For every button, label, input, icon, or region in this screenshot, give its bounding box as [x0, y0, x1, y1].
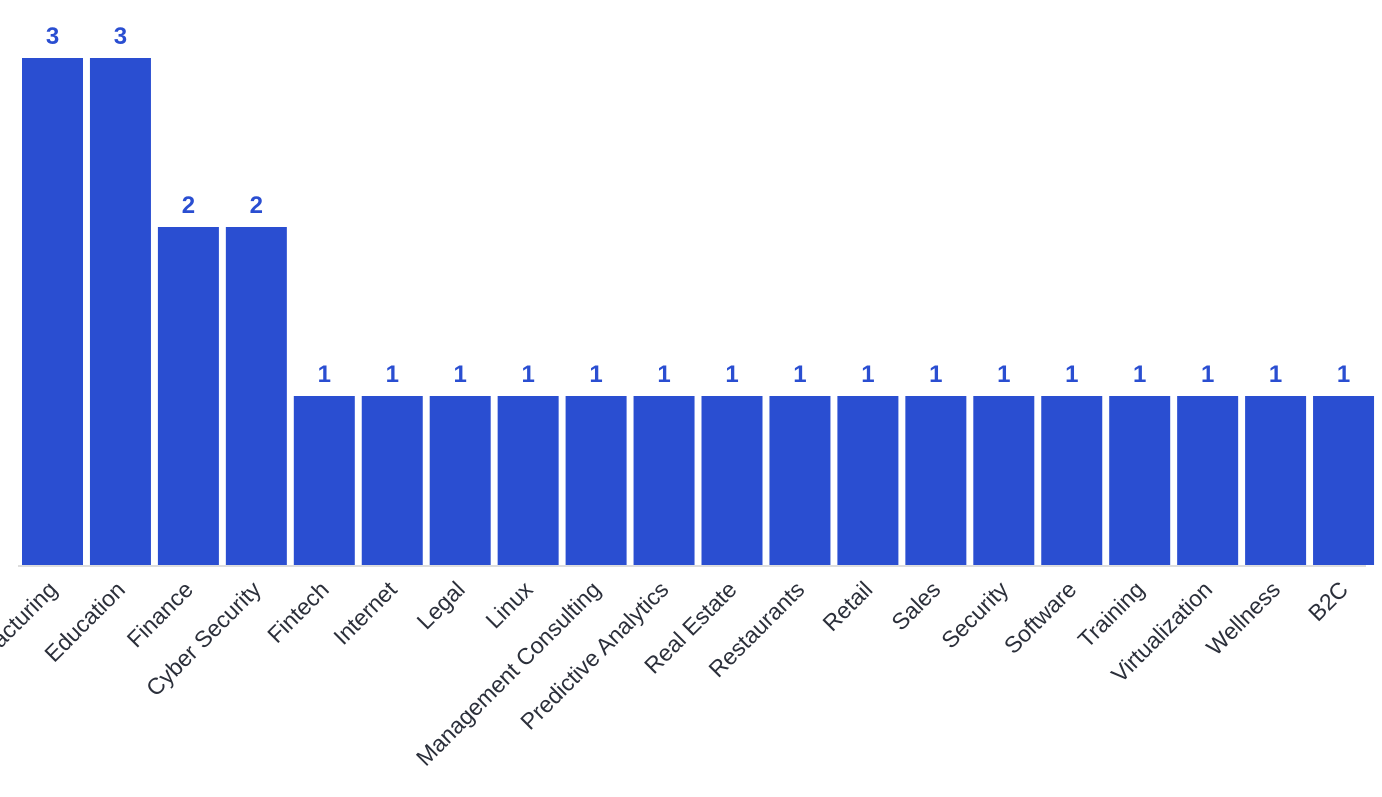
value-labels-group: 3 3 2 2 1 1 1 1 1 1 1 1 1 1 1 1 1 1 1 1: [46, 23, 1350, 388]
bar: [361, 396, 423, 565]
x-tick-label: Sales: [886, 576, 945, 635]
bar-value-label: 1: [521, 361, 534, 388]
bar-value-label: 2: [250, 192, 263, 219]
bars-group: [22, 58, 1375, 565]
bar: [565, 396, 627, 565]
bar: [429, 396, 491, 565]
bar: [157, 227, 219, 565]
bar: [225, 227, 287, 565]
bar-value-label: 1: [318, 361, 331, 388]
x-tick-label: Legal: [412, 576, 470, 634]
bar: [497, 396, 559, 565]
x-tick-label: Fintech: [262, 576, 334, 648]
bar: [701, 396, 763, 565]
bar: [1177, 396, 1239, 565]
bar-value-label: 2: [182, 192, 195, 219]
bar: [89, 58, 151, 565]
bar-value-label: 1: [657, 361, 670, 388]
x-tick-label: Retail: [817, 576, 877, 636]
bar-value-label: 1: [929, 361, 942, 388]
bar-value-label: 1: [793, 361, 806, 388]
bar-value-label: 1: [1065, 361, 1078, 388]
bar-value-label: 3: [46, 23, 59, 50]
bar: [1109, 396, 1171, 565]
bar-value-label: 3: [114, 23, 127, 50]
bar-value-label: 1: [589, 361, 602, 388]
bar-value-label: 1: [1133, 361, 1146, 388]
bar-value-label: 1: [386, 361, 399, 388]
bar-value-label: 1: [997, 361, 1010, 388]
bar-value-label: 1: [454, 361, 467, 388]
bar: [769, 396, 831, 565]
bar-value-label: 1: [1337, 361, 1350, 388]
bar: [633, 396, 695, 565]
x-tick-label: Software: [999, 576, 1082, 659]
bar: [1245, 396, 1307, 565]
bar-value-label: 1: [861, 361, 874, 388]
bar-value-label: 1: [725, 361, 738, 388]
x-tick-label: Linux: [480, 576, 538, 634]
x-tick-label: Wellness: [1201, 576, 1285, 660]
bar: [837, 396, 899, 565]
x-tick-label: Cyber Security: [141, 576, 266, 701]
bar: [1041, 396, 1103, 565]
bar: [293, 396, 355, 565]
bar: [22, 58, 83, 565]
bar: [1313, 396, 1375, 565]
bar: [905, 396, 967, 565]
bar: [973, 396, 1035, 565]
x-tick-label: Internet: [328, 576, 402, 650]
bar-value-label: 1: [1201, 361, 1214, 388]
x-tick-label: B2C: [1303, 576, 1353, 626]
bar-value-label: 1: [1269, 361, 1282, 388]
